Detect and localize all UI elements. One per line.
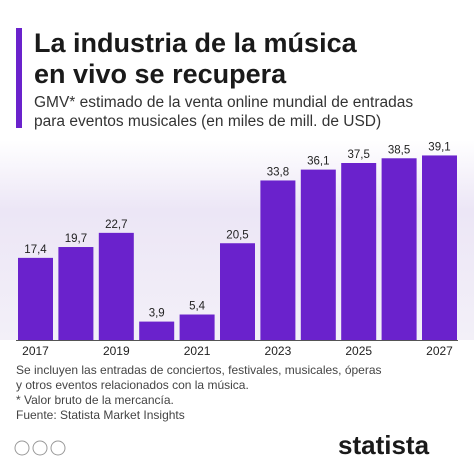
chart-title: en vivo se recupera bbox=[34, 59, 287, 89]
value-label: 5,4 bbox=[189, 301, 206, 313]
value-label: 3,9 bbox=[149, 308, 165, 320]
bar bbox=[381, 158, 417, 340]
accent-bar bbox=[16, 28, 22, 128]
bar bbox=[341, 163, 377, 340]
brand-logo: statista bbox=[338, 430, 430, 460]
value-label: 22,7 bbox=[105, 219, 127, 231]
note: y otros eventos relacionados con la músi… bbox=[16, 378, 249, 392]
bar bbox=[139, 321, 175, 340]
bar bbox=[260, 180, 296, 340]
x-tick-label: 2017 bbox=[22, 344, 49, 358]
x-tick-label: 2023 bbox=[265, 344, 292, 358]
value-label: 19,7 bbox=[65, 233, 87, 245]
bar bbox=[179, 314, 215, 340]
value-label: 36,1 bbox=[307, 156, 329, 168]
value-label: 20,5 bbox=[226, 229, 248, 241]
value-label: 38,5 bbox=[388, 144, 410, 156]
bar bbox=[300, 169, 336, 340]
bar bbox=[98, 232, 134, 340]
value-label: 39,1 bbox=[428, 141, 450, 153]
license-icon bbox=[14, 440, 30, 456]
bar bbox=[58, 247, 94, 340]
note: Fuente: Statista Market Insights bbox=[16, 408, 185, 422]
note: * Valor bruto de la mercancía. bbox=[16, 393, 174, 407]
license-icon bbox=[32, 440, 48, 456]
x-tick-label: 2019 bbox=[103, 344, 130, 358]
x-tick-label: 2021 bbox=[184, 344, 211, 358]
license-icon bbox=[50, 440, 66, 456]
note: Se incluyen las entradas de conciertos, … bbox=[16, 363, 382, 377]
bar bbox=[18, 257, 53, 340]
value-label: 33,8 bbox=[267, 166, 289, 178]
bar bbox=[422, 155, 457, 340]
value-label: 17,4 bbox=[24, 244, 47, 256]
subtitle: para eventos musicales (en miles de mill… bbox=[34, 113, 381, 130]
subtitle: GMV* estimado de la venta online mundial… bbox=[34, 94, 413, 111]
bar bbox=[220, 243, 255, 340]
value-label: 37,5 bbox=[348, 149, 370, 161]
chart-title: La industria de la música bbox=[34, 28, 358, 58]
x-tick-label: 2027 bbox=[426, 344, 453, 358]
x-tick-label: 2025 bbox=[345, 344, 372, 358]
